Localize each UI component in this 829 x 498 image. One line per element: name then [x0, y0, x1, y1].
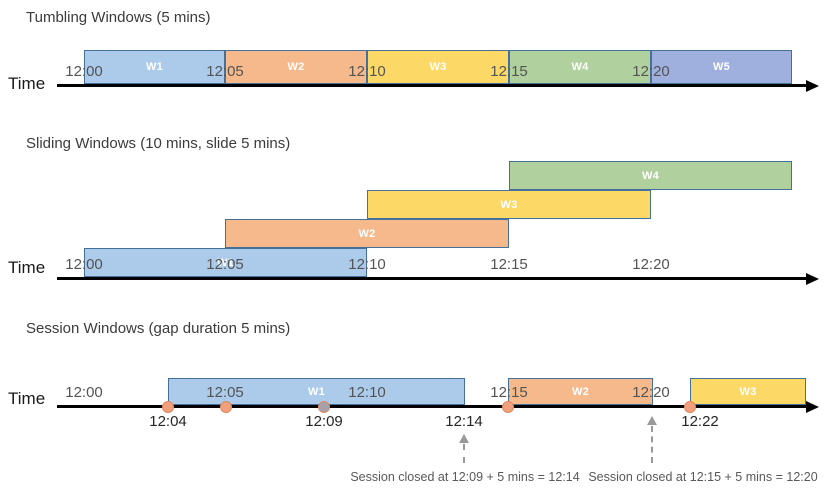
tumbling-window-label-w3: W3 — [429, 61, 447, 73]
session-event-time-label: 12:14 — [445, 413, 483, 430]
tumbling-window-label-w1: W1 — [145, 61, 164, 73]
session-closure-annotation: Session closed at 12:15 + 5 mins = 12:20 — [588, 470, 818, 484]
tumbling-tick-label: 12:15 — [490, 63, 528, 80]
session-event-time-label: 12:04 — [149, 413, 187, 430]
session-tick-label: 12:20 — [632, 384, 670, 401]
session-event-dot — [684, 400, 696, 413]
tumbling-window-w3: W3 — [367, 50, 509, 84]
session-closure-arrow-stem — [463, 444, 465, 463]
session-event-dot — [502, 400, 514, 413]
tumbling-window-w1: W1 — [84, 50, 225, 84]
tumbling-windows-title: Tumbling Windows (5 mins) — [26, 9, 211, 26]
tumbling-tick-label: 12:00 — [65, 63, 103, 80]
tumbling-tick-label: 12:05 — [206, 63, 244, 80]
tumbling-window-w4: W4 — [509, 50, 651, 84]
sliding-axis-arrowhead-icon — [806, 272, 819, 285]
tumbling-window-label-w5: W5 — [712, 61, 731, 73]
tumbling-window-label-w2: W2 — [287, 61, 305, 73]
sliding-tick-label: 12:20 — [632, 256, 670, 273]
tumbling-axis-arrowhead-icon — [806, 79, 819, 92]
session-time-axis-label: Time — [8, 389, 46, 408]
session-window-w1: W1 — [168, 378, 465, 405]
session-closure-annotation: Session closed at 12:09 + 5 mins = 12:14 — [350, 470, 580, 484]
tumbling-time-axis — [57, 84, 808, 87]
sliding-tick-label: 12:10 — [348, 256, 386, 273]
session-tick-label: 12:05 — [206, 384, 244, 401]
tumbling-time-axis-label: Time — [8, 74, 46, 93]
session-event-dot — [162, 400, 174, 413]
tumbling-window-w2: W2 — [225, 50, 367, 84]
sliding-window-w4: W4 — [509, 161, 792, 190]
tumbling-window-w5: W5 — [651, 50, 792, 84]
session-time-axis — [57, 405, 808, 408]
sliding-time-axis-label: Time — [8, 258, 46, 277]
session-closure-arrow-icon — [459, 434, 469, 443]
tumbling-tick-label: 12:10 — [348, 63, 386, 80]
sliding-window-w2: W2 — [225, 219, 509, 248]
session-window-label-w1: W1 — [307, 385, 326, 398]
sliding-tick-label: 12:05 — [206, 256, 244, 273]
sliding-window-label-w4: W4 — [641, 169, 660, 182]
session-window-label-w2: W2 — [571, 385, 590, 398]
sliding-tick-label: 12:00 — [65, 256, 103, 273]
session-tick-label: 12:15 — [490, 384, 528, 401]
tumbling-tick-label: 12:20 — [632, 63, 670, 80]
session-closure-arrow-icon — [647, 416, 657, 425]
sliding-window-label-w3: W3 — [500, 198, 518, 211]
session-window-w2: W2 — [508, 378, 653, 405]
session-window-label-w3: W3 — [739, 385, 757, 398]
tumbling-window-label-w4: W4 — [571, 61, 589, 73]
session-event-time-label: 12:09 — [305, 413, 343, 430]
session-event-time-label: 12:22 — [681, 413, 719, 430]
session-windows-title: Session Windows (gap duration 5 mins) — [26, 320, 291, 337]
session-axis-arrowhead-icon — [806, 400, 819, 413]
sliding-tick-label: 12:15 — [490, 256, 528, 273]
session-event-dot — [318, 400, 330, 413]
session-tick-label: 12:00 — [65, 384, 103, 401]
sliding-window-w1: W1 — [84, 248, 367, 277]
sliding-time-axis — [57, 277, 808, 280]
sliding-window-w3: W3 — [367, 190, 651, 219]
session-closure-arrow-stem — [651, 426, 653, 463]
session-window-w3: W3 — [690, 378, 806, 405]
sliding-windows-title: Sliding Windows (10 mins, slide 5 mins) — [26, 135, 291, 152]
session-tick-label: 12:10 — [348, 384, 386, 401]
sliding-window-label-w2: W2 — [358, 227, 376, 240]
session-event-dot — [220, 400, 232, 413]
sliding-window-label-w1: W1 — [216, 256, 235, 269]
